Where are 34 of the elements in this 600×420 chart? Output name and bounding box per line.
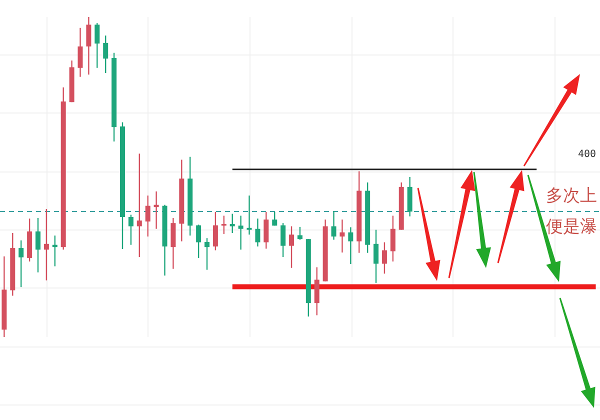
annotation: 多次上 [546, 186, 597, 206]
candlestick [238, 215, 244, 250]
candlestick [35, 217, 40, 273]
candlestick [230, 213, 235, 234]
candlestick [289, 226, 294, 268]
annotation: 400 [578, 149, 596, 160]
candlestick [86, 17, 92, 76]
candlestick [272, 211, 278, 226]
candlestick [44, 208, 49, 281]
candlestick [145, 194, 150, 238]
candlestick [255, 218, 260, 248]
candlestick [331, 210, 336, 240]
candlestick [221, 215, 226, 235]
candlestick [246, 194, 252, 236]
annotation: 便是瀑 [546, 217, 597, 237]
candlestick [314, 266, 320, 316]
candlestick [170, 217, 176, 270]
candlestick [204, 238, 210, 270]
candlestick [103, 34, 108, 74]
candlestick [340, 218, 345, 254]
candlestick [297, 226, 302, 240]
candlestick [374, 229, 379, 284]
candlestick [94, 22, 100, 68]
candlestick [280, 222, 286, 258]
candlestick [78, 27, 83, 78]
candlestick [348, 226, 354, 265]
candlestick [128, 214, 134, 246]
candlestick [390, 215, 396, 262]
candlestick [196, 224, 202, 259]
candlestick [136, 153, 142, 258]
candlestick [212, 211, 218, 251]
candlestick [382, 242, 387, 274]
candlestick [264, 211, 269, 250]
candlestick [18, 240, 24, 288]
